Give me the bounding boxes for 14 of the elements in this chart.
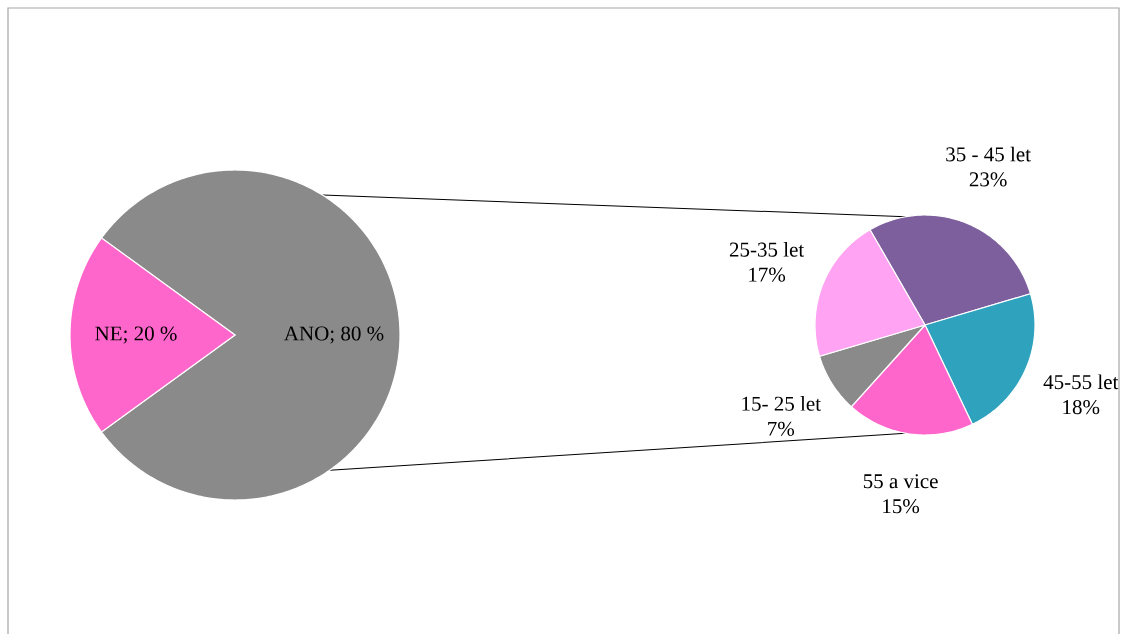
slice-label: NE: [95, 326, 122, 341]
slice-label: 25-35 let: [729, 241, 805, 257]
data-label: 15%: [883, 499, 920, 514]
slice-label: 45-55 let: [1043, 374, 1119, 390]
data-label: ; 20 %: [123, 326, 177, 344]
data-label: ; 80 %: [330, 326, 384, 344]
slice-label: 15- 25 let: [742, 396, 821, 411]
slice-label: 55 a vice: [863, 474, 938, 489]
data-label: 18%: [1063, 399, 1100, 415]
data-label: 23%: [969, 172, 1007, 187]
data-label: 17%: [749, 267, 786, 282]
data-label: 7%: [768, 421, 795, 436]
slice-label: ANO: [284, 326, 329, 341]
slice-label: 35 - 45 let: [946, 146, 1031, 162]
